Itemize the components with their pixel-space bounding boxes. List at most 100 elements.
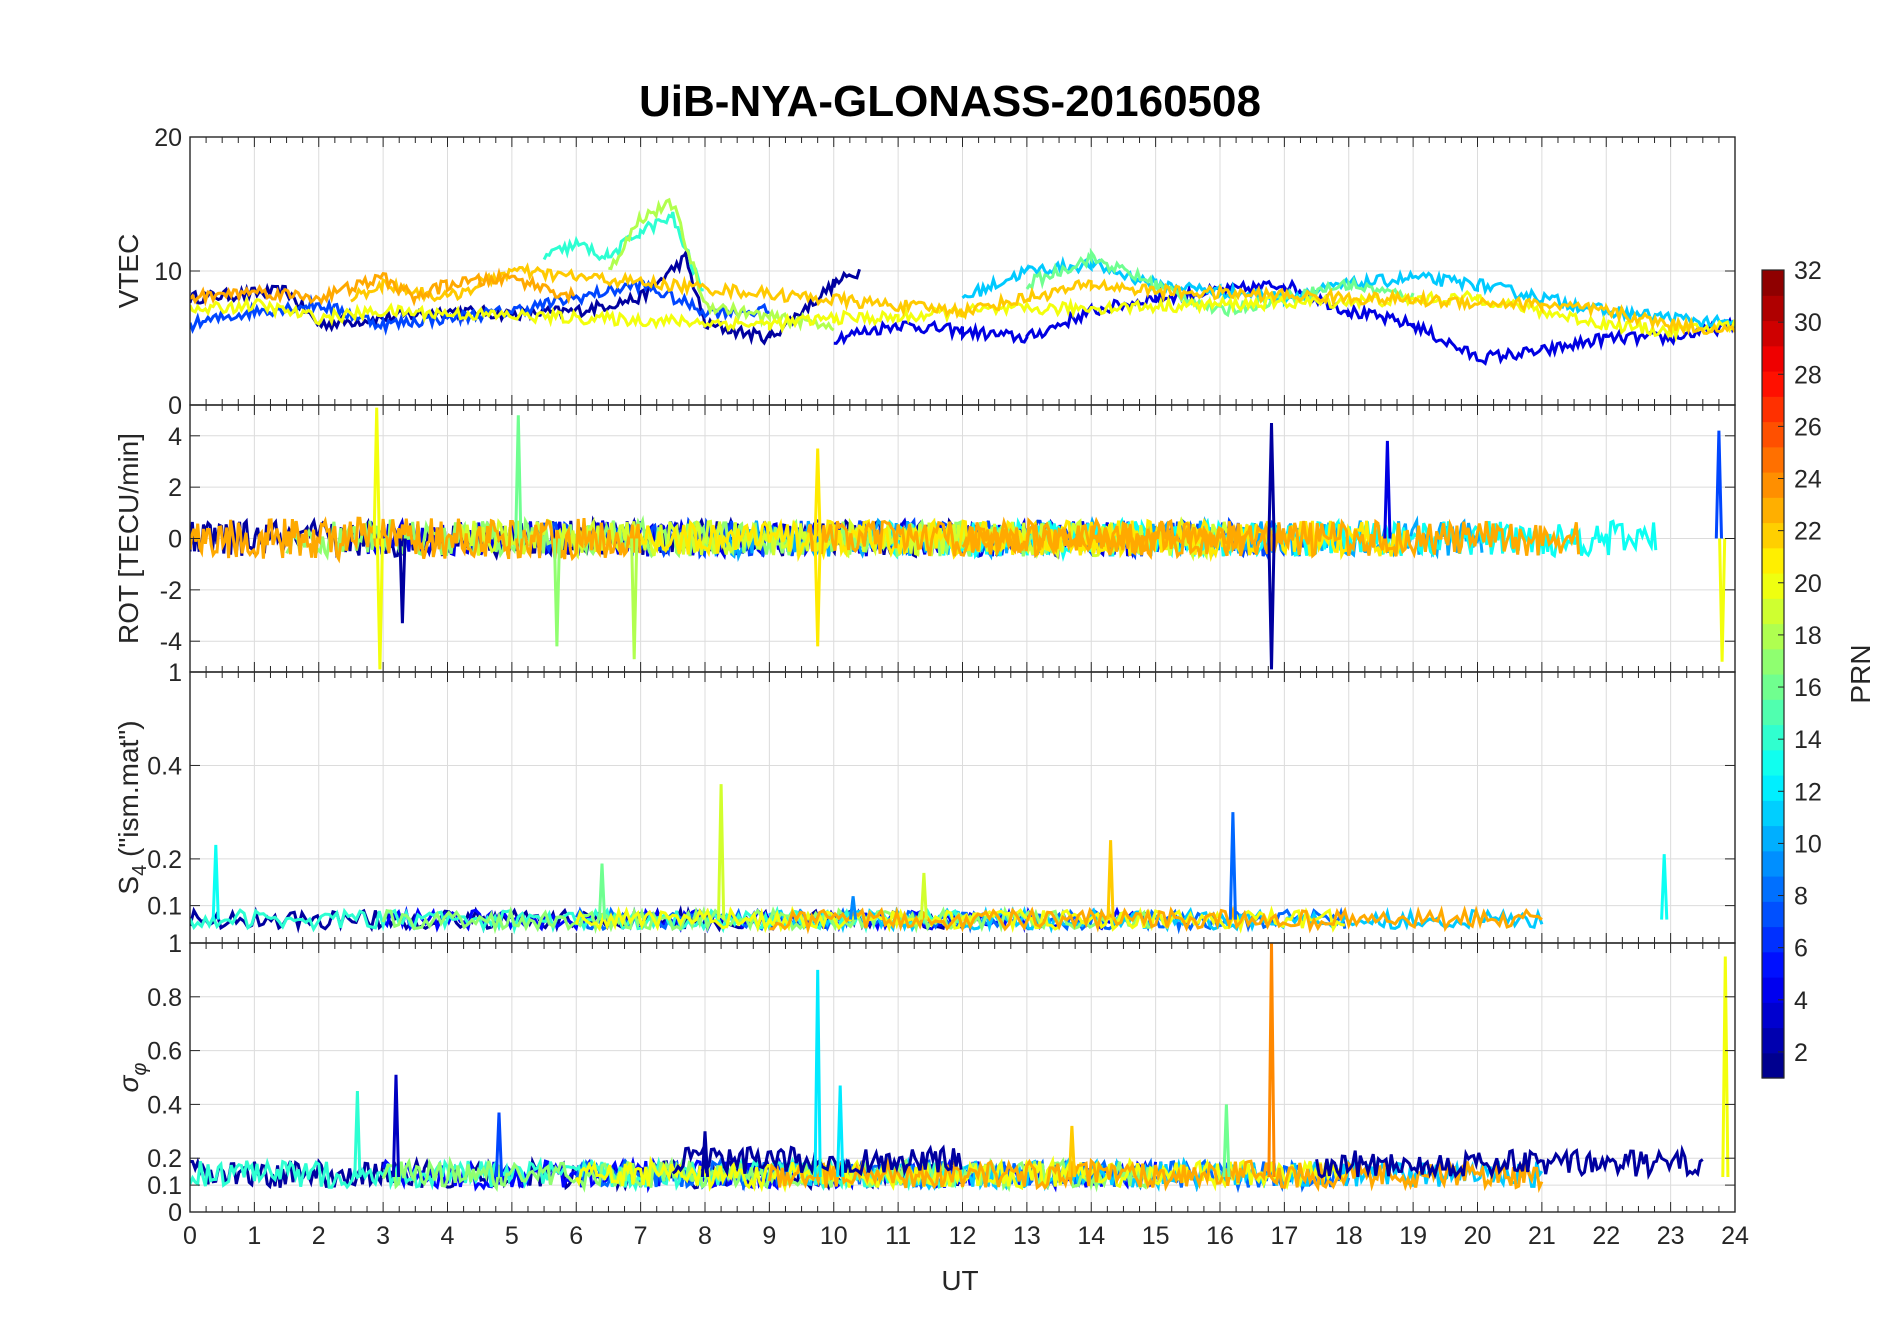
colorbar-segment [1762, 573, 1784, 599]
x-tick-label: 3 [376, 1222, 390, 1250]
colorbar-segment [1762, 446, 1784, 473]
chart-title: UiB-NYA-GLONASS-20160508 [639, 77, 1261, 126]
spike-prn-21 [813, 448, 822, 539]
y-tick-label: -2 [160, 577, 182, 605]
x-tick-label: 4 [441, 1222, 455, 1250]
y-tick-label: 10 [154, 258, 182, 286]
colorbar-segment [1762, 522, 1784, 549]
colorbar-tick-label: 32 [1794, 257, 1822, 285]
colorbar-segment [1762, 800, 1784, 827]
spike-prn-12 [813, 969, 822, 1178]
y-axis-label-subscript: 4 [129, 865, 151, 876]
colorbar-segment [1762, 270, 1784, 296]
y-tick-label: 2 [168, 474, 182, 502]
x-tick-label: 24 [1721, 1222, 1749, 1250]
spike-prn-20 [1718, 538, 1727, 662]
x-tick-label: 19 [1399, 1222, 1427, 1250]
colorbar-segment [1762, 547, 1784, 574]
x-tick-label: 2 [312, 1222, 326, 1250]
y-tick-label: 0.8 [147, 984, 182, 1012]
colorbar-tick-label: 24 [1794, 466, 1822, 494]
colorbar-segment [1762, 951, 1784, 978]
x-tick-label: 21 [1528, 1222, 1556, 1250]
x-tick-label: 16 [1206, 1222, 1234, 1250]
x-axis: 0 1 2 3 4 5 6 7 8 9 10 11 12 13 14 15 16 17 18 19 20 21 22 23 24 [183, 1222, 1749, 1250]
spike-prn-20 [1721, 956, 1730, 1178]
colorbar-segment [1762, 396, 1784, 423]
colorbar-segment [1762, 977, 1784, 1003]
spike-prn-8 [1228, 812, 1237, 920]
series-prn-23 [190, 516, 642, 564]
data-layer [190, 784, 1669, 935]
x-tick-label: 22 [1592, 1222, 1620, 1250]
y-axis-label-subscript: φ [129, 1063, 151, 1076]
spike-prn-17 [552, 538, 561, 647]
x-tick-label: 1 [247, 1222, 261, 1250]
y-tick-label: 1 [168, 930, 182, 958]
colorbar-segment [1762, 1002, 1784, 1029]
colorbar-segment [1762, 421, 1784, 448]
colorbar-tick-label: 18 [1794, 622, 1822, 650]
colorbar-tick-label: 2 [1794, 1039, 1808, 1067]
series-prn-23 [190, 267, 576, 307]
spike-prn-19 [919, 872, 928, 920]
colorbar-tick-label: 8 [1794, 883, 1808, 911]
y-tick-label: 20 [154, 124, 182, 152]
colorbar-segment [1762, 724, 1784, 751]
y-axis-label: S4 ("ism.mat") [113, 720, 151, 894]
colorbar-tick-label: 10 [1794, 830, 1822, 858]
x-axis-label: UT [941, 1265, 978, 1296]
spike-prn-12 [836, 1085, 845, 1178]
panel-rot: -4 -2 0 2 4 ROT [TECU/min] [113, 404, 1736, 673]
spike-prn-18 [630, 538, 639, 660]
colorbar-segment [1762, 623, 1784, 650]
x-tick-label: 5 [505, 1222, 519, 1250]
colorbar-segment [1762, 876, 1784, 902]
x-tick-label: 13 [1013, 1222, 1041, 1250]
series-prn-2 [1315, 1144, 1704, 1181]
colorbar-tick-label: 22 [1794, 518, 1822, 546]
x-tick-label: 23 [1657, 1222, 1685, 1250]
colorbar-segment [1762, 371, 1784, 397]
spike-prn-3 [391, 1074, 401, 1178]
colorbar-segment [1762, 674, 1784, 700]
x-tick-label: 20 [1464, 1222, 1492, 1250]
data-layer [190, 943, 1730, 1194]
panel-s4: 0.1 0.2 0.4 1 S4 ("ism.mat") [113, 659, 1736, 944]
x-tick-label: 11 [885, 1222, 911, 1250]
spike-prn-2 [398, 538, 407, 624]
spike-prn-7 [494, 1112, 504, 1178]
y-tick-label: 0.1 [147, 893, 182, 921]
colorbar-segment [1762, 598, 1784, 625]
spike-prn-22 [1106, 840, 1115, 920]
colorbar-tick-label: 16 [1794, 674, 1822, 702]
data-layer [190, 197, 1735, 366]
x-tick-label: 0 [183, 1222, 197, 1250]
y-tick-label: 0.6 [147, 1038, 182, 1066]
y-axis-label-rest: ("ism.mat") [113, 720, 144, 864]
y-tick-label: -4 [160, 628, 182, 656]
colorbar-tick-label: 12 [1794, 778, 1822, 806]
y-tick-label: 0 [168, 1199, 182, 1227]
colorbar-segment [1762, 901, 1784, 928]
series-prn-23 [806, 516, 1581, 560]
y-axis-label-main: S [113, 876, 144, 895]
spike-prn-13 [211, 844, 220, 920]
series-prn-7 [190, 276, 770, 336]
spike-prn-2 [1267, 422, 1276, 539]
spike-prn-19 [717, 784, 726, 920]
y-tick-label: 0 [168, 526, 182, 554]
y-tick-label: 1 [168, 659, 182, 687]
spike-prn-16 [597, 863, 607, 920]
spike-prn-2 [700, 1131, 710, 1178]
series-prn-23 [961, 521, 1285, 557]
spike-prn-20 [372, 407, 381, 539]
y-axis-label-main: σ [113, 1074, 144, 1092]
x-tick-label: 15 [1142, 1222, 1170, 1250]
spike-prn-20 [375, 538, 384, 670]
series-prn-2 [671, 1142, 963, 1178]
colorbar-segment [1762, 345, 1784, 372]
